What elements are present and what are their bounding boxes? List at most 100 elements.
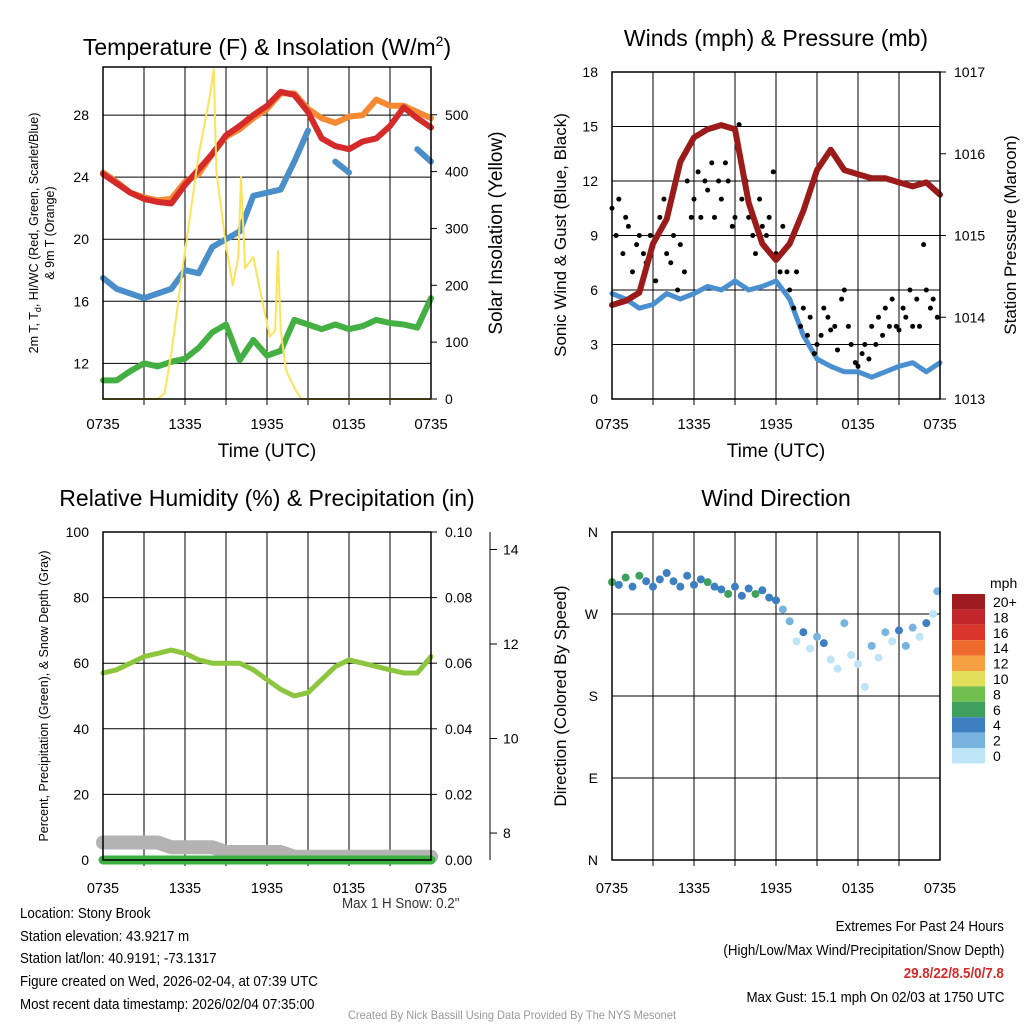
panel-rh: Relative Humidity (%) & Precipitation (i… [37,485,519,897]
y-tick-label-left: 12 [582,173,598,189]
wind-direction-point [813,632,821,641]
gust-point [800,305,806,311]
gust-point [841,287,847,293]
gust-point [903,314,909,320]
y-tick-label-left: 12 [73,355,89,371]
snow-note: Max 1 H Snow: 0.2" [342,896,460,912]
gust-point [821,305,827,311]
chart-title: Relative Humidity (%) & Precipitation (i… [59,485,474,511]
gust-point [825,314,831,320]
y-axis-label-left: Sonic Wind & Gust (Blue, Black) [551,113,570,357]
y-tick-label-left: E [589,770,598,786]
gust-point [839,296,845,302]
plot-border [611,71,941,400]
series-line-relative-humidity [100,647,434,699]
wind-direction-point [799,628,808,637]
wind-direction-point [703,578,712,587]
gust-point [900,305,906,311]
y-tick-label-left: 60 [73,655,89,671]
gust-point [784,269,790,275]
wind-direction-point [628,582,637,591]
chart-title: Temperature (F) & Insolation (W/m2) [83,33,451,60]
wind-direction-point [744,584,753,593]
gust-point [855,363,861,369]
gust-point [736,122,742,128]
y-tick-label-left: 20 [73,786,89,802]
x-tick-label: 0735 [415,881,447,897]
gust-point [798,323,804,329]
gust-point [880,332,886,338]
plot-border [102,531,432,861]
colorbar-swatch [952,640,985,656]
x-tick-label: 1335 [169,881,201,897]
y-axis-label-left: Percent, Precipitation (Green), & Snow D… [37,550,51,841]
gust-point [709,160,715,166]
x-tick-label: 0735 [596,881,628,897]
gust-point [866,356,872,362]
wind-direction-point [785,617,794,626]
colorbar-label: 20+ [993,594,1017,610]
colorbar-label: 0 [993,748,1001,764]
x-tick-label: 0735 [595,416,628,433]
y-tick-label-right: 1013 [954,391,985,407]
colorbar-swatch [952,671,985,687]
wind-direction-point [669,577,678,586]
gust-point [695,169,701,175]
colorbar-swatch [952,686,985,702]
wind-direction-point [683,571,692,580]
y-tick-label-right: 500 [445,107,469,123]
x-tick-label: 0135 [842,881,874,897]
gust-point [869,323,875,329]
x-tick-label: 1935 [760,881,792,897]
gust-point [616,196,622,202]
colorbar-label: 12 [993,656,1009,672]
panel-dir: Wind Direction 0735 1335 1935 0135 0735 N E S W N D… [551,485,1017,897]
lat-lon: Station lat/lon: 40.9191; -73.1317 [20,951,217,967]
y-tick-label-right: 0 [445,391,453,407]
series-line-hi-wc [100,295,434,384]
gust-point [852,360,858,366]
x-tick-label: 0735 [86,416,119,433]
wind-direction-point [819,639,828,648]
colorbar-swatch [952,609,985,625]
wind-direction-point [778,605,787,614]
gust-point [845,323,851,329]
gust-point [893,323,899,329]
x-tick-label: 0135 [841,416,874,433]
colorbar-label: 10 [993,671,1009,687]
y-tick-label-right: 0.06 [445,655,472,671]
gust-point [757,196,763,202]
x-tick-label: 1335 [168,416,201,433]
gust-point [882,305,888,311]
series-line-solar-insolation [102,68,432,400]
wind-direction-point [758,586,767,595]
gust-point [620,251,626,257]
y-tick-label-right: 1014 [954,309,985,325]
x-tick-label: 1335 [677,416,710,433]
gust-point [848,342,854,347]
credit: Created By Nick Bassill Using Data Provi… [347,1008,677,1022]
gust-point [907,287,913,293]
series-line-td [332,158,352,176]
colorbar-swatch [952,717,985,733]
gust-point [835,347,840,353]
wind-direction-point [772,596,780,605]
snow-tick-label: 8 [503,825,511,841]
gust-point [702,178,708,184]
gust-point [677,242,683,248]
x-axis-label: Time (UTC) [218,441,317,462]
gust-point [921,242,927,248]
y-axis-label-right: Solar Insolation (Yellow) [486,131,507,334]
gust-point [729,223,735,229]
gust-point [763,233,769,238]
y-tick-label-right: 300 [445,220,469,236]
y-axis-label-right: Station Pressure (Maroon) [1001,135,1020,334]
wind-direction-point [724,589,733,598]
max-gust: Max Gust: 15.1 mph On 02/03 at 1750 UTC [745,990,1004,1006]
x-axis-label: Time (UTC) [727,441,826,462]
gust-point [613,233,619,238]
wind-direction-point [915,632,924,641]
wind-direction-point [833,664,842,673]
y-tick-label-left: 24 [73,169,89,185]
